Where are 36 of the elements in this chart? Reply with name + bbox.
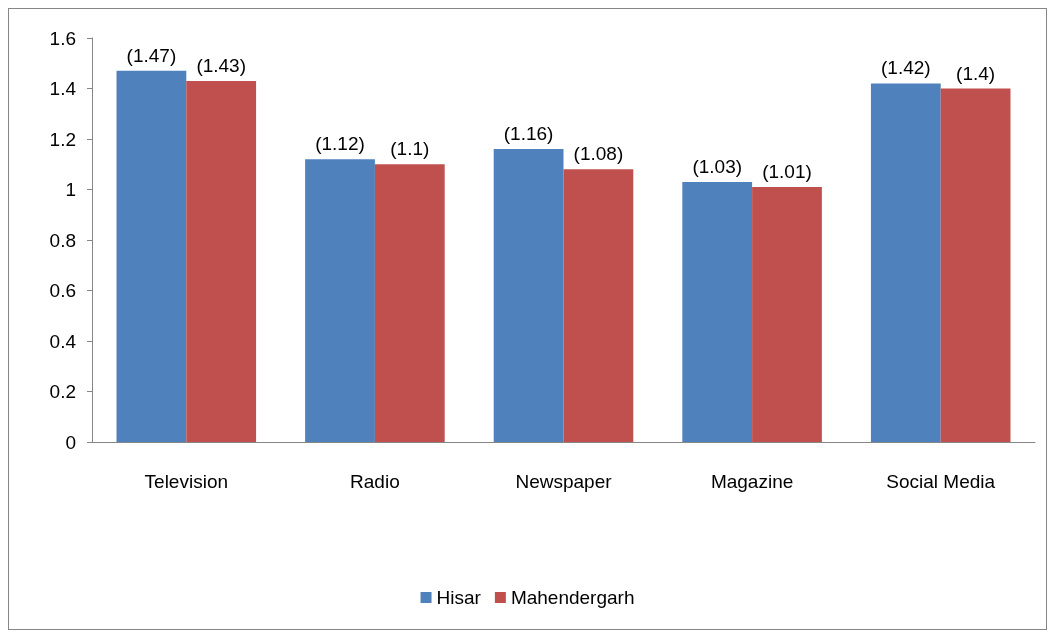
data-label: (1.1)	[390, 138, 430, 160]
data-label: (1.43)	[196, 54, 247, 76]
bar	[116, 70, 187, 442]
x-tick-label: Magazine	[710, 471, 794, 492]
bar	[940, 88, 1011, 442]
y-tick-label: 0.6	[49, 280, 76, 301]
data-label: (1.03)	[692, 155, 743, 177]
y-tick-label: 1	[65, 179, 76, 200]
bar	[493, 149, 564, 442]
y-tick-label: 1.6	[49, 27, 76, 49]
x-tick-label: Social Media	[886, 471, 996, 492]
data-label: (1.42)	[880, 57, 931, 79]
data-label: (1.47)	[126, 44, 177, 66]
data-label: (1.12)	[315, 133, 365, 155]
x-tick-label: Newspaper	[515, 471, 613, 492]
bar	[870, 83, 941, 442]
data-label: (1.16)	[503, 123, 554, 145]
y-tick-label: 1.4	[49, 78, 77, 99]
data-label: (1.4)	[956, 62, 996, 84]
data-label: (1.08)	[573, 143, 624, 165]
y-tick-label: 0.2	[49, 381, 76, 402]
y-tick-label: 0.8	[49, 229, 76, 251]
bar	[374, 164, 445, 442]
bar	[563, 169, 634, 442]
legend-label: Hisar	[436, 587, 482, 608]
bar	[752, 186, 822, 442]
y-tick-label: 1.2	[49, 128, 76, 150]
y-tick-label: 0.4	[49, 330, 77, 352]
data-label: (1.01)	[762, 160, 812, 182]
bar	[682, 181, 753, 442]
y-tick-label: 0	[65, 431, 76, 453]
x-tick-label: Radio	[350, 471, 400, 492]
legend-label: Mahendergarh	[510, 587, 635, 608]
bar	[305, 159, 375, 442]
bar	[186, 80, 257, 442]
x-tick-label: Television	[144, 471, 229, 492]
